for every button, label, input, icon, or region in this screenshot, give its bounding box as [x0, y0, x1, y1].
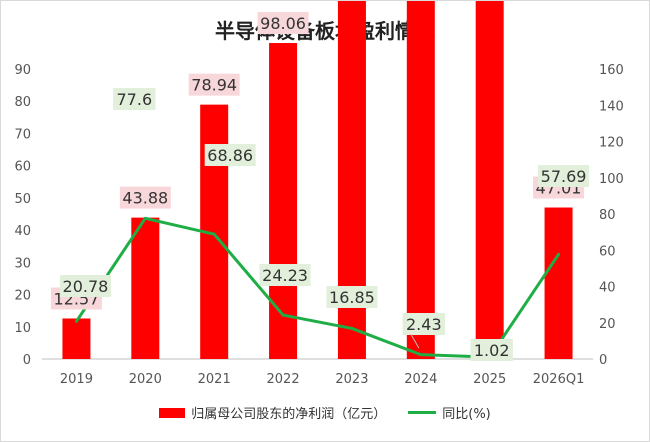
y-right-tick-label: 60	[599, 244, 616, 259]
bar	[62, 318, 91, 359]
bar	[131, 217, 160, 359]
line-data-label: 2.43	[406, 315, 442, 334]
y-left-tick-label: 70	[14, 127, 31, 142]
x-tick-label: 2021	[198, 372, 231, 387]
bar	[544, 207, 573, 359]
line-data-label: 1.02	[474, 341, 510, 360]
bar-data-label: 43.88	[122, 189, 168, 208]
y-left-tick-label: 30	[14, 256, 31, 271]
line-point	[212, 232, 216, 236]
line-point	[74, 319, 78, 323]
line-data-label: 20.78	[63, 277, 109, 296]
bar	[475, 1, 504, 359]
y-right-tick-label: 100	[599, 172, 624, 187]
bar-data-label-bg	[119, 186, 171, 209]
line-data-label: 57.69	[541, 167, 587, 186]
y-right-tick-label: 120	[599, 136, 624, 151]
y-right-tick-label: 160	[599, 63, 624, 78]
line-point	[350, 326, 354, 330]
y-right-tick-label: 0	[599, 353, 607, 368]
x-tick-label: 2020	[129, 372, 162, 387]
y-left-tick-label: 80	[14, 95, 31, 110]
line-data-label-bg	[538, 165, 590, 187]
line-point	[557, 252, 561, 256]
y-left-tick-label: 90	[14, 63, 31, 78]
y-right-tick-label: 80	[599, 208, 616, 223]
line-point	[419, 353, 423, 357]
line-data-label-bg	[402, 313, 446, 335]
x-tick-label: 2022	[267, 372, 300, 387]
x-tick-label: 2024	[404, 372, 437, 387]
bar-data-label-bg	[257, 12, 309, 35]
y-right-tick-label: 20	[599, 317, 616, 332]
legend-swatch-bar	[159, 407, 186, 418]
line-data-label: 16.85	[329, 288, 375, 307]
line-data-label-bg	[326, 286, 378, 308]
line-data-label-bg	[259, 264, 311, 286]
line-data-label-bg	[204, 144, 256, 166]
y-left-tick-label: 10	[14, 321, 31, 336]
bar-data-label: 98.06	[260, 14, 306, 33]
legend-swatch-line	[408, 411, 437, 414]
x-tick-label: 2025	[473, 372, 506, 387]
bar-data-label-bg	[188, 73, 240, 96]
line-data-label: 77.6	[117, 90, 153, 109]
x-tick-label: 2026Q1	[533, 372, 585, 387]
line-data-label-bg	[470, 339, 513, 361]
legend-item-bar: 归属母公司股东的净利润（亿元）	[159, 403, 386, 422]
line-data-label-bg	[113, 88, 156, 110]
legend: 归属母公司股东的净利润（亿元） 同比(%)	[1, 403, 649, 422]
y-left-tick-label: 20	[14, 289, 31, 304]
x-tick-label: 2023	[335, 372, 368, 387]
line-data-label-bg	[59, 275, 111, 297]
line-data-label: 68.86	[207, 146, 253, 165]
line-point	[143, 216, 147, 220]
bar	[269, 43, 298, 359]
line-point	[281, 313, 285, 317]
y-right-tick-label: 40	[599, 281, 616, 296]
legend-label-bar: 归属母公司股东的净利润（亿元）	[191, 407, 387, 422]
bar-data-label: 78.94	[191, 76, 237, 95]
legend-label-line: 同比(%)	[442, 407, 491, 422]
chart-canvas: 0 10 20 30 40 50 60 70 80 90 0 20 40 60 80 100 120 140 160…	[14, 1, 624, 387]
y-left-tick-label: 60	[14, 160, 31, 175]
y-left-tick-label: 50	[14, 192, 31, 207]
x-tick-label: 2019	[60, 372, 93, 387]
line-data-label: 24.23	[262, 266, 308, 285]
y-left-tick-label: 0	[23, 353, 31, 368]
bar	[406, 1, 435, 360]
chart-title: 半导体设备板块盈利情况	[215, 19, 435, 43]
legend-item-line: 同比(%)	[408, 403, 491, 422]
label-leader-line	[410, 333, 420, 349]
y-left-tick-label: 40	[14, 224, 31, 239]
y-right-tick-label: 140	[599, 99, 624, 114]
